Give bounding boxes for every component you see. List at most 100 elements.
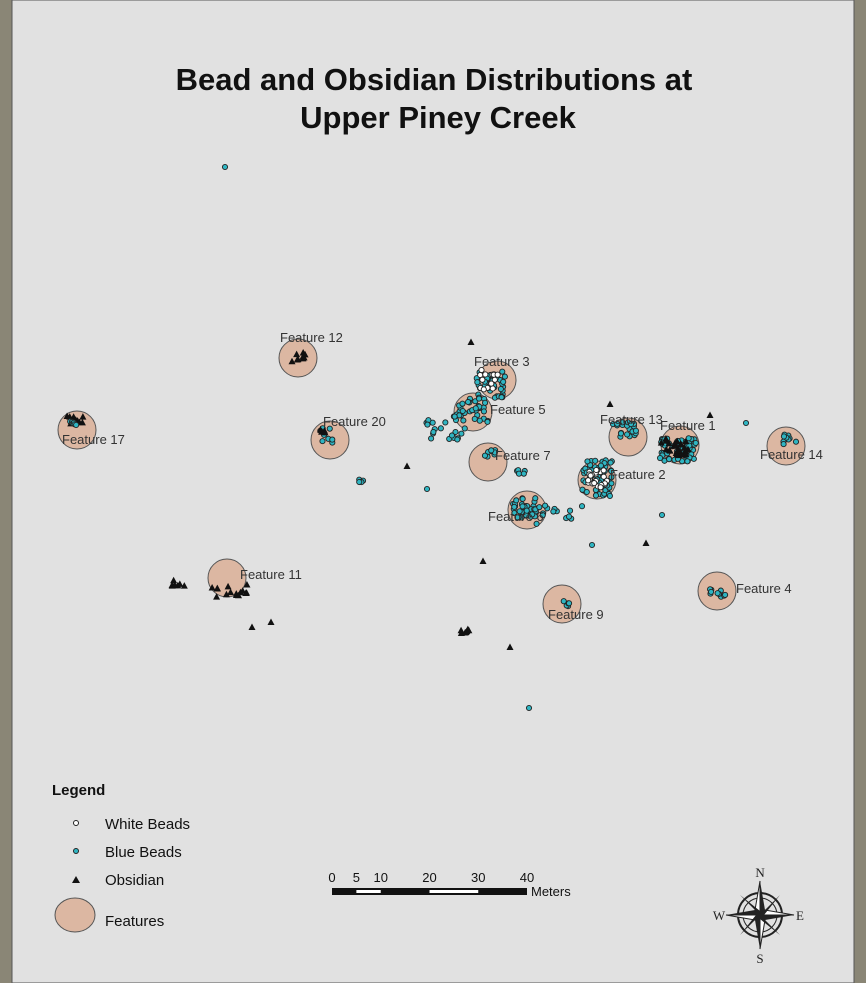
blue-bead — [657, 455, 662, 460]
blue-bead — [489, 448, 494, 453]
blue-bead — [608, 460, 613, 465]
blue-bead — [618, 431, 623, 436]
blue-bead — [715, 591, 720, 596]
blue-bead — [222, 164, 227, 169]
blue-bead — [465, 399, 470, 404]
blue-bead — [482, 453, 487, 458]
blue-bead — [693, 440, 698, 445]
map-page: Bead and Obsidian Distributions at Upper… — [0, 0, 866, 983]
blue-bead — [514, 498, 519, 503]
blue-bead — [793, 439, 798, 444]
blue-bead — [607, 493, 612, 498]
blue-bead — [443, 420, 448, 425]
blue-bead — [425, 422, 430, 427]
blue-bead — [520, 496, 525, 501]
feature-label: Feature 17 — [62, 432, 125, 447]
feature-label: Feature 4 — [736, 581, 792, 596]
blue-bead — [533, 496, 538, 501]
blue-bead — [482, 400, 487, 405]
scale-segment — [430, 890, 479, 893]
compass-label: N — [755, 865, 765, 880]
legend-heading: Legend — [52, 782, 105, 799]
scale-label: 20 — [422, 870, 436, 885]
feature-label: Feature 12 — [280, 330, 343, 345]
legend-symbol — [55, 898, 95, 932]
blue-bead — [566, 514, 571, 519]
blue-bead — [477, 418, 482, 423]
white-bead — [490, 386, 495, 391]
feature-label: Feature 6 — [488, 509, 544, 524]
feature-label: Feature 20 — [323, 414, 386, 429]
blue-bead — [781, 434, 786, 439]
blue-bead — [424, 486, 429, 491]
blue-bead — [485, 419, 490, 424]
white-bead — [480, 377, 485, 382]
legend-symbol — [74, 849, 79, 854]
scale-unit: Meters — [531, 884, 571, 899]
scale-label: 40 — [520, 870, 534, 885]
blue-bead — [501, 379, 506, 384]
blue-bead — [452, 414, 457, 419]
blue-bead — [521, 471, 526, 476]
blue-bead — [542, 503, 547, 508]
feature-label: Feature 11 — [240, 567, 302, 582]
blue-bead — [723, 592, 728, 597]
blue-bead — [357, 479, 362, 484]
scale-label: 0 — [328, 870, 335, 885]
white-bead — [495, 372, 500, 377]
legend-label: Features — [105, 913, 164, 930]
blue-bead — [438, 426, 443, 431]
blue-bead — [472, 416, 477, 421]
legend-symbol — [74, 821, 79, 826]
blue-bead — [551, 509, 556, 514]
blue-bead — [589, 542, 594, 547]
blue-bead — [460, 401, 465, 406]
blue-bead — [708, 589, 713, 594]
feature-label: Feature 9 — [548, 607, 604, 622]
legend-label: White Beads — [105, 816, 190, 833]
blue-bead — [431, 429, 436, 434]
title: Bead and Obsidian Distributions at — [176, 62, 693, 97]
background-edge — [0, 0, 12, 983]
white-bead — [588, 473, 593, 478]
background-edge — [854, 0, 866, 983]
blue-bead — [498, 386, 503, 391]
feature-label: Feature 14 — [760, 447, 823, 462]
blue-bead — [593, 493, 598, 498]
blue-bead — [74, 422, 79, 427]
blue-bead — [475, 380, 480, 385]
scale-label: 30 — [471, 870, 485, 885]
blue-bead — [659, 512, 664, 517]
blue-bead — [625, 432, 630, 437]
map-panel — [12, 0, 854, 983]
blue-bead — [500, 369, 505, 374]
blue-bead — [579, 504, 584, 509]
blue-bead — [481, 409, 486, 414]
white-bead — [601, 468, 606, 473]
blue-bead — [330, 437, 335, 442]
compass-label: S — [756, 951, 763, 966]
white-bead — [481, 387, 486, 392]
blue-bead — [459, 431, 464, 436]
blue-bead — [320, 439, 325, 444]
white-bead — [483, 372, 488, 377]
feature-label: Feature 5 — [490, 402, 546, 417]
feature-label: Feature 13 — [600, 412, 663, 427]
scale-segment — [356, 890, 380, 893]
blue-bead — [781, 441, 786, 446]
legend-label: Blue Beads — [105, 844, 182, 861]
blue-bead — [461, 418, 466, 423]
title: Upper Piney Creek — [300, 100, 576, 135]
blue-bead — [449, 433, 454, 438]
blue-bead — [428, 436, 433, 441]
blue-bead — [743, 420, 748, 425]
blue-bead — [473, 406, 478, 411]
white-bead — [594, 467, 599, 472]
blue-bead — [633, 428, 638, 433]
blue-bead — [593, 458, 598, 463]
blue-bead — [567, 508, 572, 513]
blue-bead — [499, 395, 504, 400]
scale-label: 10 — [374, 870, 388, 885]
blue-bead — [685, 459, 690, 464]
blue-bead — [502, 374, 507, 379]
